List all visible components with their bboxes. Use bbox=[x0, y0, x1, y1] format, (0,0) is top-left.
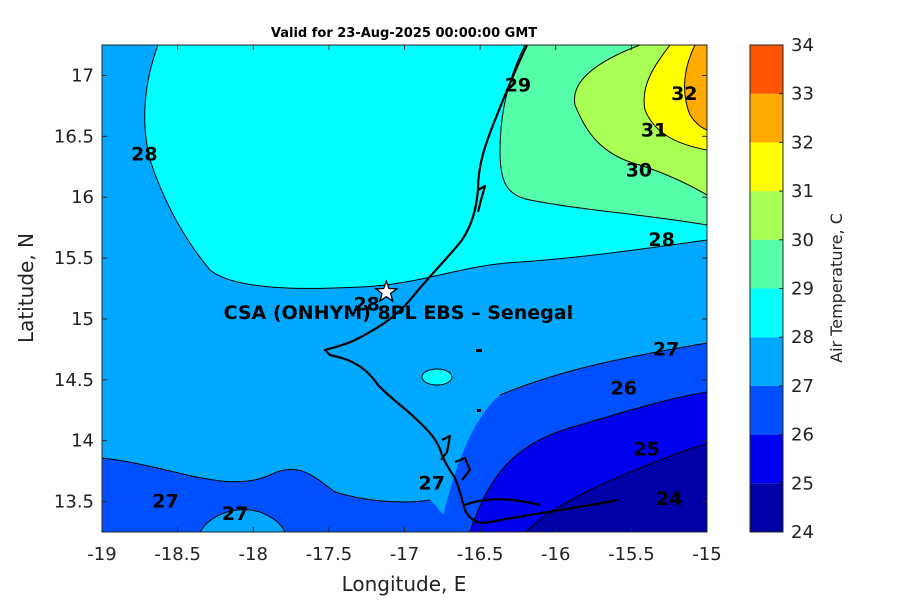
islet bbox=[476, 349, 482, 352]
y-tick-label: 17 bbox=[71, 65, 94, 86]
colorbar-segment bbox=[750, 45, 783, 94]
contour-label: 27 bbox=[222, 503, 248, 525]
contour-label: 32 bbox=[671, 83, 697, 105]
colorbar-label: Air Temperature, C bbox=[827, 213, 846, 363]
contour-label: 28 bbox=[131, 144, 157, 166]
colorbar-tick-label: 25 bbox=[791, 473, 814, 494]
colorbar-segment bbox=[750, 434, 783, 484]
contour-label: 26 bbox=[611, 377, 637, 399]
contour-label: 28 bbox=[353, 293, 379, 315]
contour-label: 27 bbox=[418, 472, 444, 494]
y-tick-label: 16 bbox=[71, 187, 94, 208]
contour-label: 24 bbox=[656, 488, 682, 510]
contour-label: 27 bbox=[152, 491, 178, 513]
band-26-27-west bbox=[102, 458, 455, 532]
x-tick-label: -16 bbox=[541, 544, 570, 565]
x-tick-label: -16.5 bbox=[457, 544, 504, 565]
colorbar-tick-label: 24 bbox=[791, 522, 814, 543]
x-axis-label: Longitude, E bbox=[342, 572, 467, 596]
band-27-28-patch bbox=[200, 509, 285, 532]
contour-label: 29 bbox=[505, 74, 531, 96]
colorbar-tick-label: 31 bbox=[791, 181, 814, 202]
site-label: CSA (ONHYM) 8PL EBS – Senegal bbox=[224, 302, 574, 324]
colorbar-tick-label: 28 bbox=[791, 327, 814, 348]
colorbar-tick-label: 26 bbox=[791, 425, 814, 446]
x-axis-ticks: -19 -18.5 -18 -17.5 -17 -16.5 -16 -15.5 -15 bbox=[87, 45, 722, 565]
colorbar-tick-label: 29 bbox=[791, 279, 814, 300]
colorbar-tick-label: 33 bbox=[791, 84, 814, 105]
colorbar-segment bbox=[750, 337, 783, 386]
x-tick-label: -17.5 bbox=[306, 544, 353, 565]
y-axis-ticks: 13.5 14 14.5 15 15.5 16 16.5 17 bbox=[54, 65, 707, 513]
colorbar-segment bbox=[750, 483, 783, 532]
colorbar-tick-label: 34 bbox=[791, 35, 814, 56]
x-tick-label: -18.5 bbox=[154, 544, 201, 565]
site-marker bbox=[374, 279, 399, 303]
isolines bbox=[102, 45, 707, 532]
colorbar-tick-label: 27 bbox=[791, 376, 814, 397]
band-24-25 bbox=[525, 444, 707, 532]
x-tick-label: -18 bbox=[239, 544, 268, 565]
colorbar-tick-label: 32 bbox=[791, 132, 814, 153]
contour-label: 27 bbox=[653, 338, 679, 360]
coastline bbox=[323, 45, 619, 524]
x-tick-label: -17 bbox=[390, 544, 419, 565]
y-tick-label: 13.5 bbox=[54, 492, 94, 513]
colorbar-segment bbox=[750, 288, 783, 338]
contour-label: 31 bbox=[641, 119, 667, 141]
colorbar-tick-label: 30 bbox=[791, 230, 814, 251]
warm-pocket bbox=[421, 368, 453, 386]
islet-2 bbox=[477, 409, 481, 412]
y-tick-label: 16.5 bbox=[54, 126, 94, 147]
y-tick-label: 14.5 bbox=[54, 370, 94, 391]
contour-label: 30 bbox=[626, 159, 652, 181]
y-axis-label: Latitude, N bbox=[14, 233, 38, 343]
site-star-icon bbox=[374, 279, 399, 303]
colorbar-segment bbox=[750, 385, 783, 435]
band-32-33 bbox=[684, 45, 707, 130]
x-tick-label: -15 bbox=[692, 544, 721, 565]
colorbar-segment bbox=[750, 191, 783, 240]
contour-label: 28 bbox=[648, 229, 674, 251]
x-tick-label: -15.5 bbox=[608, 544, 655, 565]
figure-title: Valid for 23-Aug-2025 00:00:00 GMT bbox=[271, 26, 537, 41]
y-tick-label: 15 bbox=[71, 309, 94, 330]
colorbar-segment bbox=[750, 93, 783, 143]
x-tick-label: -19 bbox=[87, 544, 116, 565]
colorbar-segment bbox=[750, 142, 783, 192]
colorbar: 24 25 26 27 28 29 30 31 32 33 34 bbox=[749, 35, 814, 543]
contour-label: 25 bbox=[633, 438, 659, 460]
contour-field bbox=[102, 45, 707, 532]
y-tick-label: 15.5 bbox=[54, 248, 94, 269]
y-tick-label: 14 bbox=[71, 431, 94, 452]
colorbar-segment bbox=[750, 239, 783, 289]
